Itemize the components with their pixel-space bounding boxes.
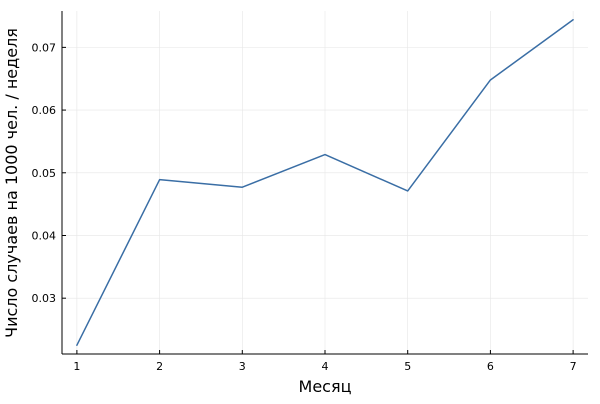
y-tick-label: 0.03: [32, 292, 57, 305]
grid-lines: [62, 11, 588, 354]
ticks: 1 2 3 4 5 6 7 0.03 0.04 0.05 0.06 0.07: [32, 41, 577, 373]
series-group: [76, 19, 574, 346]
x-tick-label: 3: [239, 360, 246, 373]
y-tick-label: 0.06: [32, 104, 57, 117]
series-line: [76, 19, 574, 346]
x-tick-label: 7: [570, 360, 577, 373]
x-tick-label: 2: [156, 360, 163, 373]
y-tick-label: 0.05: [32, 167, 57, 180]
y-tick-label: 0.04: [32, 229, 57, 242]
x-tick-label: 5: [404, 360, 411, 373]
x-axis-label: Месяц: [299, 377, 352, 396]
x-tick-label: 1: [73, 360, 80, 373]
y-axis-label: Число случаев на 1000 чел. / неделя: [2, 28, 21, 338]
x-tick-label: 4: [322, 360, 329, 373]
y-tick-label: 0.07: [32, 41, 57, 54]
x-tick-label: 6: [487, 360, 494, 373]
